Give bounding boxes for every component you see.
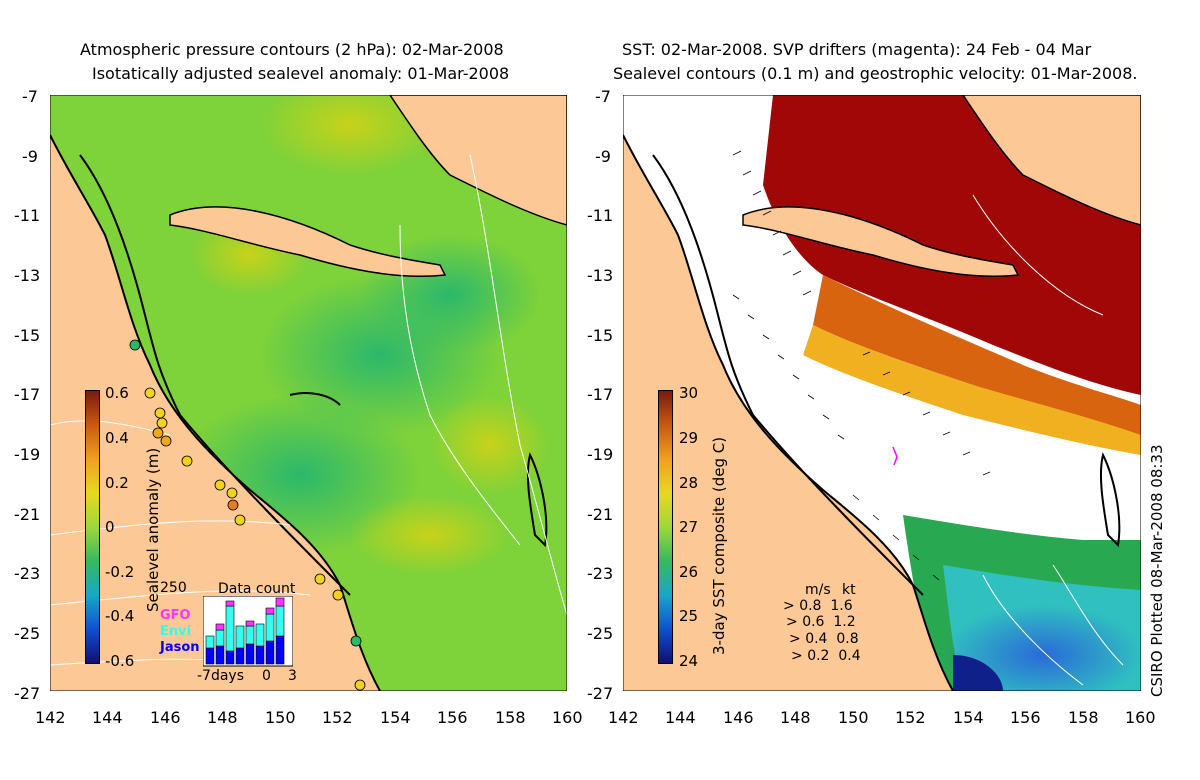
right-lon-tick: 160 [1125, 708, 1156, 727]
right-lat-tick: -23 [587, 564, 614, 583]
sst-colorbar-label: 3-day SST composite (deg C) [710, 436, 728, 655]
right-lat-tick: -19 [587, 445, 614, 464]
right-lon-tick: 146 [723, 708, 754, 727]
sealevel-tick-6: -0.6 [105, 652, 135, 670]
legend-envi: Envi [160, 624, 192, 639]
credit-text: CSIRO Plotted 08-Mar-2008 08:33 [1148, 444, 1166, 697]
right-lat-tick: -17 [587, 385, 614, 404]
velocity-key-row-3: > 0.2 0.4 [791, 648, 861, 664]
left-lon-tick: 154 [380, 708, 411, 727]
legend-jason: Jason [160, 640, 200, 655]
velocity-key-row-0: > 0.8 1.6 [783, 598, 853, 614]
right-lon-tick: 152 [895, 708, 926, 727]
velocity-key-row-2: > 0.4 0.8 [789, 631, 859, 647]
sst-tick-1: 29 [679, 429, 699, 447]
right-lat-tick: -7 [595, 87, 611, 106]
left-title-line1: Atmospheric pressure contours (2 hPa): 0… [80, 40, 504, 59]
sealevel-colorbar [85, 390, 100, 664]
right-lon-tick: 148 [780, 708, 811, 727]
sst-tick-3: 27 [679, 518, 699, 536]
left-lon-tick: 158 [495, 708, 526, 727]
right-lat-tick: -25 [587, 624, 614, 643]
left-lat-tick: -19 [14, 445, 41, 464]
sst-colorbar [658, 390, 673, 664]
velocity-key-unit-ms: m/s [805, 582, 831, 598]
sealevel-tick-1: 0.4 [105, 429, 129, 447]
sealevel-tick-2: 0.2 [105, 474, 129, 492]
sst-tick-6: 24 [679, 652, 699, 670]
sst-tick-0: 30 [679, 384, 699, 402]
right-lon-tick: 150 [838, 708, 869, 727]
sealevel-anomaly-map [50, 95, 567, 691]
sst-tick-5: 25 [679, 607, 699, 625]
right-lat-tick: -15 [587, 326, 614, 345]
left-lon-tick: 148 [207, 708, 238, 727]
right-title-line1: SST: 02-Mar-2008. SVP drifters (magenta)… [622, 40, 1092, 59]
sst-tick-4: 26 [679, 563, 699, 581]
sst-map [623, 95, 1141, 691]
data-count-ymax: 250 [160, 580, 187, 596]
right-lon-tick: 154 [953, 708, 984, 727]
left-lon-tick: 144 [92, 708, 123, 727]
velocity-key-unit-kt: kt [842, 582, 856, 598]
left-lat-tick: -15 [14, 326, 41, 345]
data-count-chart [203, 596, 293, 667]
right-lat-tick: -9 [595, 147, 611, 166]
left-lat-tick: -7 [22, 87, 38, 106]
left-lon-tick: 156 [437, 708, 468, 727]
right-lon-tick: 156 [1010, 708, 1041, 727]
sealevel-tick-4: -0.2 [105, 563, 135, 581]
left-lon-tick: 160 [552, 708, 583, 727]
right-lat-tick: -11 [587, 206, 614, 225]
left-lat-tick: -17 [14, 385, 41, 404]
left-lat-tick: -25 [14, 624, 41, 643]
data-count-xtick-2: 3 [288, 668, 297, 684]
left-lat-tick: -13 [14, 266, 41, 285]
right-lat-tick: -21 [587, 505, 614, 524]
right-lat-tick: -13 [587, 266, 614, 285]
left-lon-tick: 152 [322, 708, 353, 727]
sealevel-tick-3: 0 [105, 518, 115, 536]
left-lat-tick: -9 [22, 147, 38, 166]
right-lon-tick: 158 [1068, 708, 1099, 727]
right-lon-tick: 142 [608, 708, 639, 727]
data-count-xtick-0: -7days [197, 668, 245, 684]
velocity-key-row-1: > 0.6 1.2 [786, 614, 856, 630]
right-lon-tick: 144 [665, 708, 696, 727]
left-lon-tick: 150 [265, 708, 296, 727]
left-lat-tick: -11 [14, 206, 41, 225]
right-title-line2: Sealevel contours (0.1 m) and geostrophi… [613, 64, 1138, 83]
left-title-line2: Isotatically adjusted sealevel anomaly: … [92, 64, 510, 83]
sealevel-tick-5: -0.4 [105, 607, 135, 625]
data-count-title: Data count [218, 581, 296, 597]
left-lon-tick: 146 [150, 708, 181, 727]
left-lat-tick: -21 [14, 505, 41, 524]
left-lat-tick: -23 [14, 564, 41, 583]
left-lat-tick: -27 [14, 684, 41, 703]
sst-tick-2: 28 [679, 474, 699, 492]
legend-gfo: GFO [160, 608, 191, 623]
sealevel-tick-0: 0.6 [105, 384, 129, 402]
right-lat-tick: -27 [587, 684, 614, 703]
data-count-xtick-1: 0 [262, 668, 271, 684]
left-lon-tick: 142 [35, 708, 66, 727]
